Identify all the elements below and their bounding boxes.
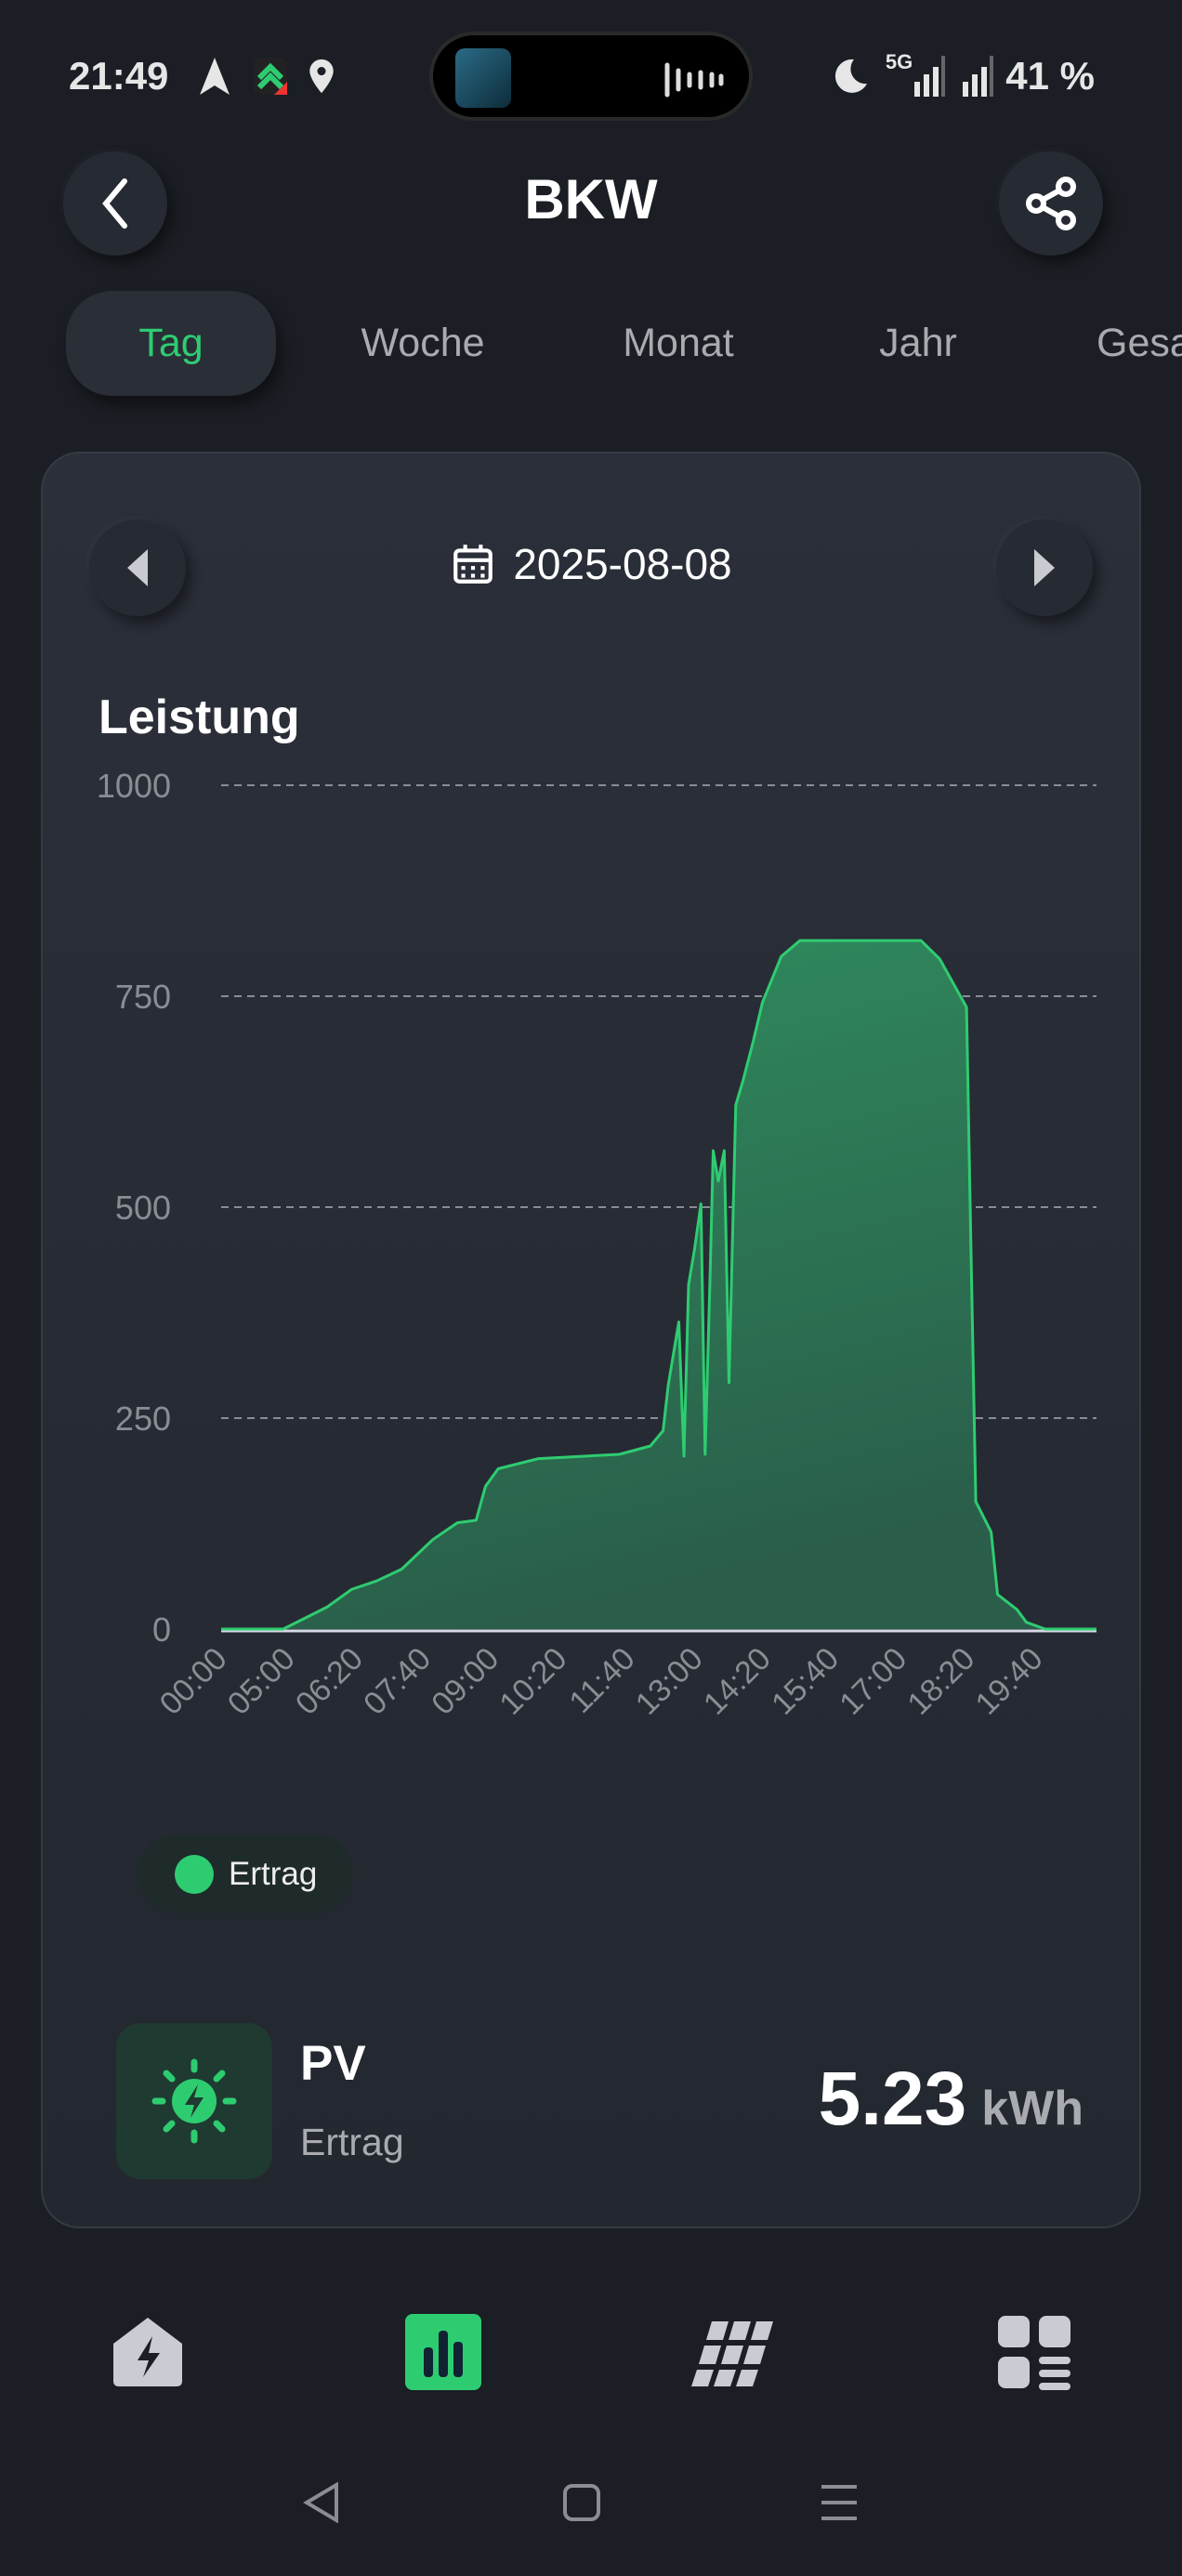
page-title: BKW [524, 168, 658, 230]
calendar-icon [453, 545, 493, 584]
home-energy-icon[interactable] [106, 2310, 190, 2394]
x-tick-label: 11:40 [562, 1641, 641, 1720]
media-thumbnail [455, 48, 511, 108]
date-label: 2025-08-08 [513, 540, 732, 588]
tab-gesamt[interactable]: Gesamt [1097, 321, 1182, 365]
x-tick-label: 10:20 [492, 1641, 573, 1722]
solar-panel-icon[interactable] [688, 2310, 790, 2394]
signal-sim1-icon [914, 56, 946, 97]
power-chart[interactable]: 0 250 500 750 1000 00:0005:0006:2007:4009:00… [0, 743, 1182, 1784]
tab-tag[interactable]: Tag [66, 291, 276, 396]
triangle-left-icon [127, 549, 148, 586]
tab-monat[interactable]: Monat [623, 321, 734, 365]
system-back-icon[interactable] [299, 2479, 344, 2526]
y-tick-label: 500 [115, 1189, 171, 1227]
pv-icon-tile [116, 2023, 272, 2179]
x-tick-label: 18:20 [900, 1641, 981, 1722]
dashboard-icon[interactable] [992, 2310, 1076, 2394]
audio-waveform-icon [664, 62, 724, 98]
summary-value: 5.23 [818, 2057, 967, 2141]
legend-label: Ertrag [229, 1855, 318, 1892]
summary-name: PV [300, 2036, 366, 2091]
dynamic-island[interactable] [429, 32, 753, 121]
x-tick-label: 00:00 [153, 1641, 234, 1722]
do-not-disturb-moon-icon [834, 59, 867, 93]
x-tick-label: 09:00 [425, 1641, 506, 1722]
system-home-icon[interactable] [561, 2482, 602, 2523]
x-tick-label: 17:00 [833, 1641, 913, 1722]
y-tick-label: 0 [152, 1610, 171, 1649]
x-tick-label: 06:20 [289, 1641, 370, 1722]
chevron-left-icon [102, 178, 127, 229]
x-tick-label: 19:40 [969, 1641, 1050, 1722]
period-tabs: Tag Woche Monat Jahr Gesamt [0, 291, 1182, 396]
battery-level: 41 % [1005, 54, 1095, 98]
tab-woche[interactable]: Woche [361, 321, 485, 365]
statistics-icon[interactable] [401, 2310, 485, 2394]
back-button[interactable] [63, 151, 167, 256]
series-line-ertrag [221, 939, 1097, 1631]
app-notification-icon [254, 58, 288, 95]
y-tick-label: 750 [115, 978, 171, 1016]
date-display[interactable]: 2025-08-08 [0, 539, 1182, 589]
next-day-button[interactable] [996, 519, 1093, 616]
status-bar-right: 5G 41 % [828, 46, 1095, 106]
triangle-right-icon [1034, 549, 1055, 586]
y-tick-label: 250 [115, 1400, 171, 1438]
summary-unit: kWh [981, 2082, 1084, 2136]
tab-jahr[interactable]: Jahr [879, 321, 957, 365]
status-bar-left: 21:49 [69, 46, 335, 106]
status-time: 21:49 [69, 54, 169, 98]
sun-bolt-icon [151, 2058, 237, 2144]
x-tick-label: 13:00 [629, 1641, 710, 1722]
x-tick-label: 05:00 [221, 1641, 302, 1722]
navigation-arrow-icon [200, 58, 230, 95]
legend-item-ertrag[interactable]: Ertrag [138, 1834, 353, 1913]
chart-title: Leistung [98, 690, 300, 744]
summary-total: 5.23 kWh [819, 2056, 1084, 2143]
x-tick-label: 07:40 [357, 1641, 438, 1722]
system-menu-icon[interactable] [818, 2481, 860, 2524]
signal-sim2-icon [963, 56, 994, 97]
series-area-ertrag [221, 940, 1097, 1629]
x-tick-label: 14:20 [697, 1641, 778, 1722]
share-icon [1026, 177, 1076, 230]
x-tick-label: 15:40 [765, 1641, 846, 1722]
previous-day-button[interactable] [89, 519, 186, 616]
legend-dot [175, 1854, 214, 1894]
y-tick-label: 1000 [97, 767, 171, 805]
summary-sublabel: Ertrag [300, 2121, 404, 2163]
location-pin-icon [309, 59, 335, 94]
network-type: 5G [885, 50, 913, 73]
share-button[interactable] [999, 151, 1103, 256]
